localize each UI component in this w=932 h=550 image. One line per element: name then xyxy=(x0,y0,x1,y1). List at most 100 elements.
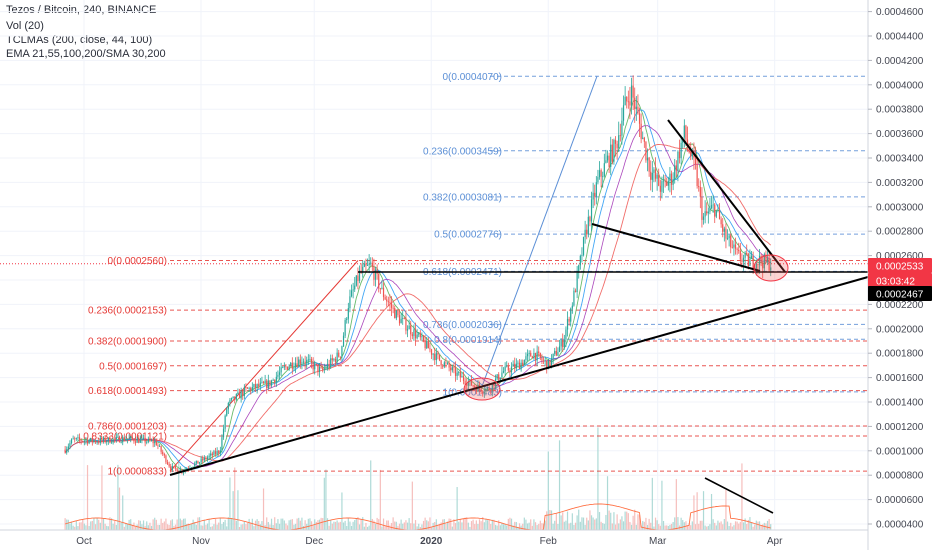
volume-bar xyxy=(614,524,617,530)
candle-body xyxy=(546,360,548,370)
volume-bar xyxy=(203,520,205,530)
candle-body xyxy=(325,368,327,370)
fib-blue-label: 0(0.0004070) xyxy=(443,72,503,83)
candle-body xyxy=(179,469,181,472)
volume-bar xyxy=(701,520,703,530)
volume-bar xyxy=(478,519,481,530)
candle-body xyxy=(730,235,732,248)
volume-bar xyxy=(270,518,273,530)
volume-bar xyxy=(410,523,412,530)
volume-bar xyxy=(594,519,596,530)
volume-bar xyxy=(445,523,447,530)
candle-body xyxy=(85,440,87,441)
volume-bar xyxy=(770,524,772,530)
volume-bar xyxy=(744,518,746,530)
candle-body xyxy=(522,362,524,366)
volume-bar xyxy=(106,525,108,530)
candle-body xyxy=(328,363,330,367)
volume-bar xyxy=(658,524,660,530)
volume-bar xyxy=(461,522,463,530)
volume-bar xyxy=(349,521,351,530)
candle-body xyxy=(272,379,274,381)
candle-body xyxy=(618,135,620,149)
candle-body xyxy=(130,436,132,439)
volume-bar xyxy=(304,520,306,530)
candle-body xyxy=(629,101,631,106)
volume-bar xyxy=(179,518,181,530)
candle-body xyxy=(570,308,572,322)
candle-body xyxy=(302,361,305,363)
volume-bar xyxy=(250,523,252,530)
candle-body xyxy=(128,438,130,439)
candle-body xyxy=(362,266,364,273)
candle-body xyxy=(458,372,460,373)
ema-indicator-label[interactable]: EMA 21,55,100,200/SMA 30,200 xyxy=(6,48,166,60)
highlight-circle-bottom xyxy=(463,377,501,401)
candle-body xyxy=(152,440,154,444)
volume-bar xyxy=(592,517,594,530)
candle-body xyxy=(344,320,346,336)
candle-body xyxy=(482,391,484,393)
fib-blue-label: 0.5(0.0002776) xyxy=(434,230,502,241)
volume-bar xyxy=(389,525,391,530)
volume-bar xyxy=(123,526,125,530)
volume-bar xyxy=(699,520,701,530)
candle-body xyxy=(216,450,218,455)
volume-bar xyxy=(590,515,593,530)
candle-body xyxy=(453,367,455,368)
volume-bar xyxy=(722,524,724,530)
candle-body xyxy=(240,391,242,399)
candle-body xyxy=(109,437,111,443)
candle-body xyxy=(685,125,687,140)
candle-body xyxy=(434,353,436,361)
volume-bar xyxy=(533,519,535,530)
volume-bar xyxy=(165,518,167,530)
volume-bar xyxy=(296,518,298,530)
volume-indicator-label[interactable]: Vol (20) xyxy=(6,20,44,32)
candle-body xyxy=(696,164,698,186)
volume-bar xyxy=(382,518,385,530)
volume-bar xyxy=(339,521,341,530)
candle-body xyxy=(632,85,634,98)
volume-bar xyxy=(413,523,415,530)
price-axis[interactable]: 0.0004600 0.0004400 0.0004200 0.0004000 0.00… xyxy=(867,0,932,550)
volume-bar xyxy=(344,520,346,530)
fib-red-label: 0.8333(0.0001121) xyxy=(83,432,167,443)
candle-body xyxy=(750,255,753,259)
volume-bar xyxy=(491,519,493,530)
volume-bar xyxy=(174,524,177,530)
volume-bar xyxy=(275,523,277,530)
candle-body xyxy=(595,182,597,197)
volume-bar xyxy=(430,526,433,530)
volume-bar xyxy=(475,520,477,530)
candle-body xyxy=(762,262,764,269)
volume-bar xyxy=(486,520,489,530)
candle-body xyxy=(208,455,210,458)
volume-bar xyxy=(477,523,479,530)
candle-body xyxy=(110,442,113,444)
candle-body xyxy=(82,441,84,442)
volume-bar xyxy=(142,520,145,530)
volume-bar xyxy=(405,520,407,530)
candle-body xyxy=(514,363,516,369)
tclmas-indicator-label[interactable]: TCLMAs (200, close, 44, 100) xyxy=(6,34,153,46)
volume-bar xyxy=(560,515,562,530)
volume-bar xyxy=(438,523,441,530)
volume-bar xyxy=(138,520,140,530)
candle-body xyxy=(342,335,345,347)
volume-bar xyxy=(573,524,575,530)
price-badge-label: 0.0002533 xyxy=(876,262,924,273)
volume-bar xyxy=(718,522,721,530)
candle-body xyxy=(390,303,393,308)
volume-bar xyxy=(666,525,668,530)
candle-body xyxy=(315,363,317,365)
volume-bar xyxy=(197,517,199,530)
price-badge-countdown xyxy=(868,273,932,288)
candle-body xyxy=(320,366,322,368)
time-axis[interactable]: Oct Nov Dec 2020 Feb Mar Apr xyxy=(0,529,868,547)
candle-body xyxy=(274,379,276,383)
volume-bar xyxy=(315,521,317,530)
fib-layer: 0(0.0002560) 0.236(0.0002153) 0.382(0.0001… xyxy=(0,72,868,478)
volume-bar xyxy=(709,524,711,530)
